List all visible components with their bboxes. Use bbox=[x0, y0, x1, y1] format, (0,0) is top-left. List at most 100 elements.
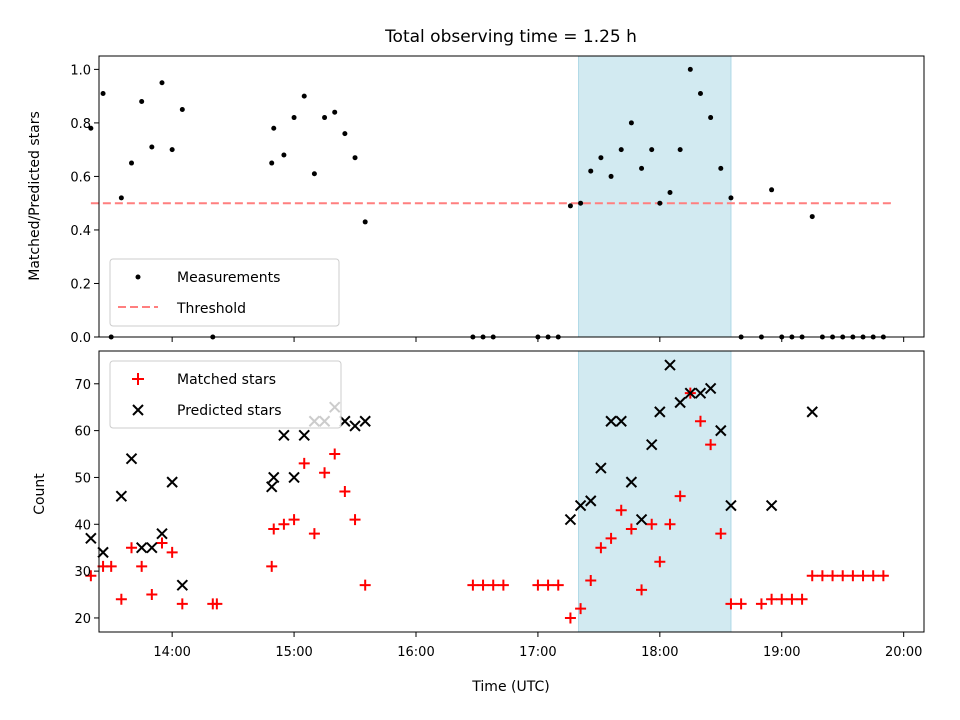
predicted-star-point bbox=[166, 476, 178, 488]
measurement-point bbox=[271, 125, 277, 131]
predicted-star-point bbox=[625, 476, 638, 488]
matched-star-point bbox=[349, 514, 361, 526]
measurement-point bbox=[118, 195, 124, 201]
predicted-star-point bbox=[349, 420, 361, 432]
predicted-star-point bbox=[806, 406, 818, 418]
predicted-star-point bbox=[339, 415, 351, 427]
bottom-y-tick-label: 40 bbox=[74, 518, 91, 533]
top-legend: Measurements Threshold bbox=[109, 258, 340, 327]
matched-star-point bbox=[585, 574, 597, 586]
measurement-point bbox=[649, 147, 655, 153]
matched-star-point bbox=[308, 528, 320, 540]
matched-star-point bbox=[766, 593, 778, 605]
bottom-y-tick-label: 60 bbox=[74, 425, 91, 440]
matched-star-point bbox=[837, 570, 849, 582]
matched-star-point bbox=[735, 598, 747, 610]
x-tick-label: 16:00 bbox=[397, 645, 434, 660]
top-highlight-span-layer bbox=[578, 55, 732, 338]
measurement-point bbox=[578, 200, 584, 206]
measurements-layer bbox=[88, 66, 886, 340]
matched-star-point bbox=[705, 439, 717, 451]
matched-star-point bbox=[497, 579, 509, 591]
matched-star-point bbox=[674, 490, 686, 502]
measurement-point bbox=[179, 107, 185, 113]
measurement-point bbox=[567, 203, 573, 209]
predicted-star-point bbox=[97, 546, 109, 559]
matched-star-point bbox=[877, 570, 889, 582]
matched-star-point bbox=[268, 523, 280, 535]
measurement-point bbox=[608, 173, 614, 179]
measurement-point bbox=[769, 187, 775, 193]
predicted-star-point bbox=[298, 429, 310, 442]
predicted-star-point bbox=[125, 453, 138, 465]
predicted-star-point bbox=[266, 481, 278, 493]
predicted-star-point bbox=[684, 387, 697, 399]
measurements-legend-marker bbox=[135, 274, 141, 280]
legend-threshold: Threshold bbox=[176, 301, 246, 317]
bottom-legend: Matched stars Predicted stars bbox=[109, 360, 342, 429]
matched-star-point bbox=[786, 593, 798, 605]
predicted-star-point bbox=[176, 579, 189, 591]
predicted-star-point bbox=[268, 471, 280, 484]
predicted-star-point bbox=[646, 438, 658, 451]
x-tick-label: 17:00 bbox=[519, 645, 556, 660]
measurement-point bbox=[129, 160, 135, 166]
measurement-point bbox=[100, 90, 106, 96]
matched-star-point bbox=[487, 579, 499, 591]
bottom-y-tick-label: 20 bbox=[74, 612, 91, 627]
matched-star-point bbox=[694, 415, 706, 427]
measurement-point bbox=[291, 115, 297, 121]
matched-star-point bbox=[755, 598, 767, 610]
matched-star-point bbox=[867, 570, 879, 582]
matched-star-point bbox=[467, 579, 479, 591]
predicted-star-point bbox=[694, 387, 707, 399]
measurement-point bbox=[598, 155, 604, 161]
predicted-star-point bbox=[704, 382, 717, 395]
top-x-axis bbox=[171, 337, 905, 342]
matched-star-point bbox=[776, 593, 788, 605]
matched-star-point bbox=[806, 570, 818, 582]
predicted-star-point bbox=[288, 471, 300, 484]
matched-star-point bbox=[847, 570, 859, 582]
top-y-tick-label: 1.0 bbox=[70, 63, 91, 78]
measurement-point bbox=[809, 214, 815, 220]
top-plot-frame bbox=[98, 55, 925, 338]
matched-star-point bbox=[725, 598, 737, 610]
predicted-star-point bbox=[765, 499, 778, 512]
measurement-point bbox=[362, 219, 368, 225]
matched-star-point bbox=[646, 518, 658, 530]
matched-star-point bbox=[298, 457, 310, 469]
matched-star-point bbox=[278, 518, 290, 530]
matched-star-point bbox=[542, 579, 554, 591]
predicted-star-point bbox=[615, 415, 627, 427]
matched-star-point bbox=[816, 570, 828, 582]
predicted-star-point bbox=[156, 527, 168, 540]
measurement-point bbox=[269, 160, 275, 166]
matched-star-point bbox=[288, 514, 300, 526]
matched-star-point bbox=[615, 504, 627, 516]
matched-star-point bbox=[105, 560, 117, 572]
top-y-tick-label: 0.8 bbox=[70, 117, 91, 132]
matched-star-point bbox=[664, 518, 676, 530]
top-legend-box bbox=[109, 258, 340, 327]
top-y-tick-label: 0.0 bbox=[70, 331, 91, 346]
measurement-point bbox=[677, 147, 683, 153]
bottom-x-axis: 14:00 15:00 16:00 17:00 18:00 19:00 20:00 bbox=[153, 632, 922, 660]
measurement-point bbox=[657, 200, 663, 206]
matched-star-point bbox=[136, 560, 148, 572]
matched-star-point bbox=[319, 467, 331, 479]
top-y-tick-label: 0.2 bbox=[70, 277, 91, 292]
matched-star-point bbox=[339, 486, 351, 497]
bottom-panel: 20 30 40 50 60 70 14:00 15:00 16:00 17:00 18:00 19… bbox=[32, 350, 925, 695]
bottom-y-tick-label: 50 bbox=[74, 471, 91, 486]
matched-star-point bbox=[156, 537, 168, 549]
matched-star-point bbox=[146, 589, 158, 601]
measurement-point bbox=[708, 115, 714, 121]
matched-star-point bbox=[575, 603, 587, 615]
measurement-point bbox=[618, 147, 624, 153]
measurement-point bbox=[149, 144, 155, 150]
matched-legend-marker bbox=[132, 373, 144, 385]
top-y-axis: 0.0 0.2 0.4 0.6 0.8 1.0 bbox=[70, 63, 99, 346]
matched-star-point bbox=[636, 584, 648, 596]
bottom-y-axis: 20 30 40 50 60 70 bbox=[74, 378, 99, 627]
